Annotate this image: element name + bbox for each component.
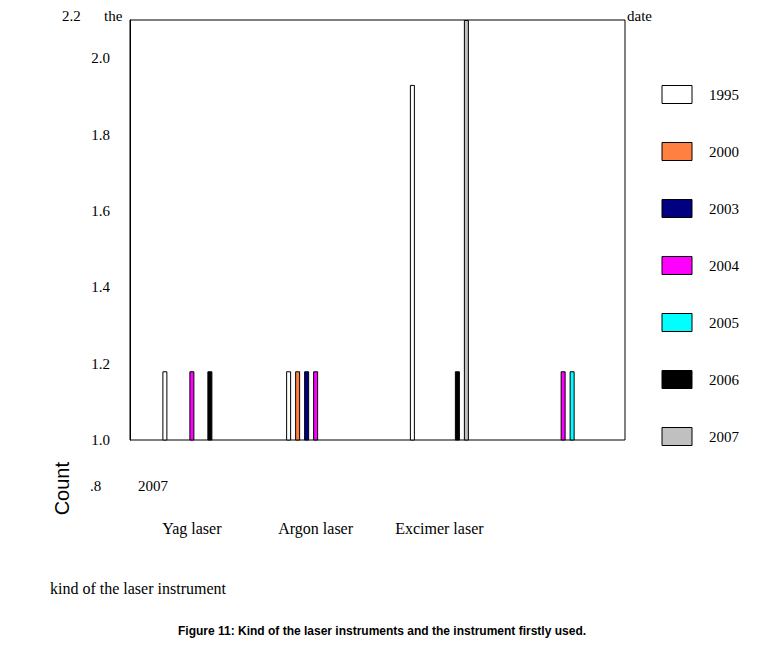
svg-text:2007: 2007 [709, 429, 740, 445]
svg-text:2.2: 2.2 [62, 8, 81, 24]
svg-text:Argon laser: Argon laser [278, 520, 353, 538]
svg-text:1.4: 1.4 [91, 279, 110, 295]
svg-text:the: the [104, 8, 123, 24]
svg-text:2003: 2003 [709, 201, 739, 217]
svg-text:Figure 11: Kind of the laser i: Figure 11: Kind of the laser instruments… [178, 624, 586, 638]
svg-text:1.0: 1.0 [91, 432, 110, 448]
svg-text:2007: 2007 [138, 478, 169, 494]
svg-text:Excimer laser: Excimer laser [395, 520, 484, 537]
svg-text:date: date [627, 8, 652, 24]
svg-text:2.0: 2.0 [91, 50, 110, 66]
svg-text:2000: 2000 [709, 144, 739, 160]
svg-text:2006: 2006 [709, 372, 740, 388]
svg-text:kind of the laser instrument: kind of the laser instrument [50, 580, 227, 597]
svg-text:2005: 2005 [709, 315, 739, 331]
svg-text:1995: 1995 [709, 87, 739, 103]
svg-text:1.8: 1.8 [91, 127, 110, 143]
svg-text:1.2: 1.2 [91, 356, 110, 372]
svg-text:1.6: 1.6 [91, 203, 110, 219]
svg-text:2004: 2004 [709, 258, 740, 274]
svg-text:Yag laser: Yag laser [162, 520, 222, 538]
svg-text:Count: Count [51, 462, 73, 516]
svg-text:.8: .8 [90, 478, 101, 494]
